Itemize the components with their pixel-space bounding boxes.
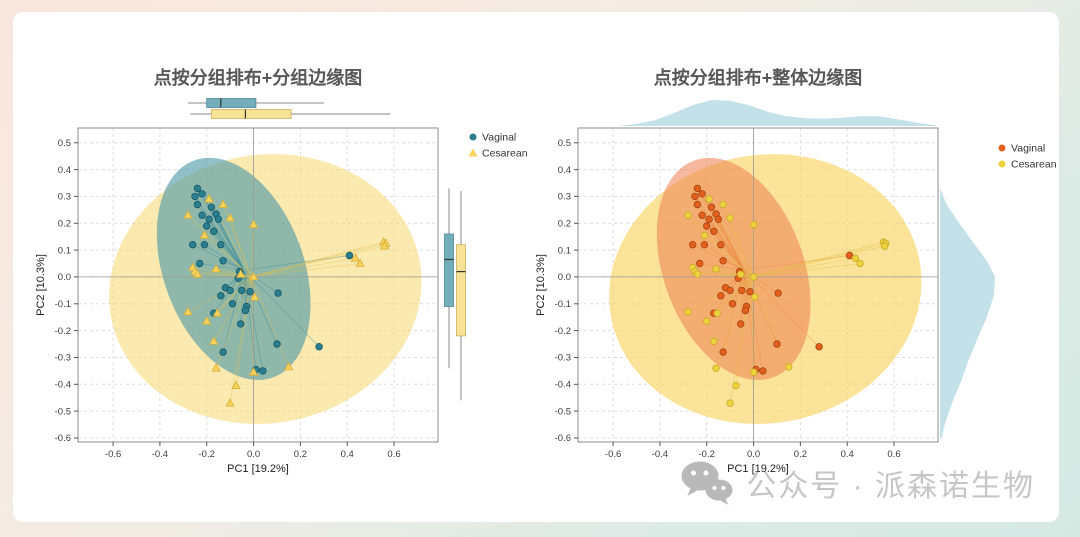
svg-text:-0.4: -0.4 bbox=[55, 380, 71, 391]
svg-text:-0.5: -0.5 bbox=[55, 406, 71, 417]
legend-label-vaginal: Vaginal bbox=[482, 132, 516, 144]
pca-plot-left: -0.6 -0.4 -0.2 0.0 0.2 0.4 0.6 0.5 0.4 0.3 0.2 0.1 0… bbox=[35, 67, 528, 475]
svg-text:0.4: 0.4 bbox=[58, 165, 71, 176]
legend-label-vaginal: Vaginal bbox=[1011, 143, 1045, 155]
pca-chart-overall-marginals: -0.6 -0.4 -0.2 0.0 0.2 0.4 0.6 0.5 0.4 0.3 0.2 0.1 0… bbox=[528, 58, 1080, 500]
legend-marker-vaginal-icon bbox=[469, 133, 477, 141]
right-density bbox=[940, 188, 995, 438]
svg-text:-0.2: -0.2 bbox=[699, 449, 715, 460]
svg-text:0.2: 0.2 bbox=[294, 449, 307, 460]
svg-text:-0.4: -0.4 bbox=[555, 380, 571, 391]
svg-text:0.2: 0.2 bbox=[794, 449, 807, 460]
legend-marker-vaginal-icon bbox=[998, 144, 1006, 152]
legend-marker-cesarean-icon bbox=[998, 160, 1006, 168]
svg-text:-0.1: -0.1 bbox=[555, 299, 571, 310]
legend-label-cesarean: Cesarean bbox=[1011, 159, 1057, 171]
svg-text:0.2: 0.2 bbox=[558, 219, 571, 230]
confidence-ellipses bbox=[109, 154, 422, 424]
svg-text:-0.4: -0.4 bbox=[652, 449, 668, 460]
svg-text:-0.2: -0.2 bbox=[55, 326, 71, 337]
svg-text:-0.2: -0.2 bbox=[199, 449, 215, 460]
svg-text:-0.6: -0.6 bbox=[605, 449, 621, 460]
svg-text:-0.6: -0.6 bbox=[555, 433, 571, 444]
scatter-points bbox=[684, 184, 890, 407]
svg-text:0.3: 0.3 bbox=[58, 192, 71, 203]
svg-text:0.3: 0.3 bbox=[558, 192, 571, 203]
svg-text:0.0: 0.0 bbox=[558, 272, 571, 283]
pca-chart-group-marginals: -0.6 -0.4 -0.2 0.0 0.2 0.4 0.6 0.5 0.4 0.3 0.2 0.1 0… bbox=[28, 58, 593, 500]
svg-text:0.6: 0.6 bbox=[887, 449, 900, 460]
svg-text:-0.4: -0.4 bbox=[152, 449, 168, 460]
plot-area: -0.6 -0.4 -0.2 0.0 0.2 0.4 0.6 0.5 0.4 0.3 0.2 0.1 0… bbox=[555, 100, 995, 460]
x-axis-label: PC1 [19.2%] bbox=[227, 463, 289, 475]
watermark-text: 公众号 · 派森诺生物 bbox=[746, 470, 1035, 503]
svg-text:0.4: 0.4 bbox=[341, 449, 354, 460]
svg-text:0.0: 0.0 bbox=[247, 449, 260, 460]
y-axis-label: PC2 [10.3%] bbox=[35, 254, 47, 316]
svg-text:-0.3: -0.3 bbox=[555, 353, 571, 364]
svg-text:0.0: 0.0 bbox=[58, 272, 71, 283]
y-axis-label: PC2 [10.3%] bbox=[535, 254, 547, 316]
legend-marker-cesarean-icon bbox=[468, 148, 478, 157]
svg-text:-0.3: -0.3 bbox=[55, 353, 71, 364]
chart-title: 点按分组排布+分组边缘图 bbox=[154, 67, 363, 88]
svg-text:-0.6: -0.6 bbox=[105, 449, 121, 460]
svg-text:0.6: 0.6 bbox=[387, 449, 400, 460]
svg-text:0.2: 0.2 bbox=[58, 219, 71, 230]
top-density bbox=[617, 100, 937, 126]
svg-text:-0.5: -0.5 bbox=[555, 406, 571, 417]
svg-text:0.5: 0.5 bbox=[58, 138, 71, 149]
svg-text:0.4: 0.4 bbox=[841, 449, 854, 460]
legend-label-cesarean: Cesarean bbox=[482, 148, 528, 160]
svg-text:0.1: 0.1 bbox=[58, 245, 71, 256]
svg-text:0.0: 0.0 bbox=[747, 449, 760, 460]
svg-text:0.1: 0.1 bbox=[558, 245, 571, 256]
x-axis-label: PC1 [19.2%] bbox=[727, 463, 789, 475]
content-panel: -0.6 -0.4 -0.2 0.0 0.2 0.4 0.6 0.5 0.4 0.3 0.2 0.1 0… bbox=[13, 12, 1059, 522]
svg-text:-0.2: -0.2 bbox=[555, 326, 571, 337]
svg-text:0.5: 0.5 bbox=[558, 138, 571, 149]
svg-text:-0.6: -0.6 bbox=[55, 433, 71, 444]
watermark: 公众号 · 派森诺生物 bbox=[680, 460, 1035, 506]
chart-title: 点按分组排布+整体边缘图 bbox=[654, 67, 863, 88]
wechat-icon bbox=[681, 461, 733, 505]
pca-plot-right: -0.6 -0.4 -0.2 0.0 0.2 0.4 0.6 0.5 0.4 0.3 0.2 0.1 0… bbox=[535, 67, 1057, 475]
legend: Vaginal Cesarean bbox=[998, 143, 1057, 171]
legend: Vaginal Cesarean bbox=[468, 132, 528, 160]
scatter-points bbox=[183, 184, 391, 407]
plot-area: -0.6 -0.4 -0.2 0.0 0.2 0.4 0.6 0.5 0.4 0.3 0.2 0.1 0… bbox=[55, 98, 466, 460]
svg-text:-0.1: -0.1 bbox=[55, 299, 71, 310]
svg-text:0.4: 0.4 bbox=[558, 165, 571, 176]
